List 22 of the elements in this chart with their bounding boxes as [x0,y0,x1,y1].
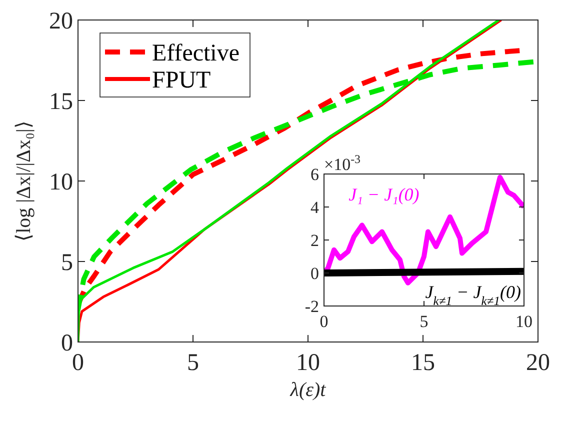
series-label: J$_{k≠1}$ − J$_{k≠1}$(0) [425,282,521,308]
y-tick-label: 20 [49,8,73,34]
x-tick-label: 20 [526,350,550,376]
y-axis-title: ⟨log |Δx|/|Δx₀|⟩ [13,120,35,242]
y-tick-label: 5 [61,250,73,276]
series-label: J₁ − J₁(0) [348,184,420,204]
annotation: ×10$^{-3}$ [324,152,361,174]
x-axis-title: λ(ε)t [289,379,326,401]
y-tick-label: 6 [310,164,319,184]
x-tick-label: 5 [187,350,199,376]
x-tick-label: 5 [420,312,428,331]
legend-label: FPUT [152,67,212,94]
y-tick-label: 2 [310,230,319,250]
x-tick-label: 10 [516,312,532,331]
legend-label: Effective [152,40,240,66]
x-tick-label: 15 [411,350,435,376]
y-tick-label: 4 [310,198,320,217]
y-tick-label: 10 [49,169,73,196]
y-tick-label: 0 [61,330,73,356]
y-tick-label: -2 [304,296,319,316]
y-tick-label: 15 [49,88,73,115]
y-tick-label: 0 [310,264,319,283]
